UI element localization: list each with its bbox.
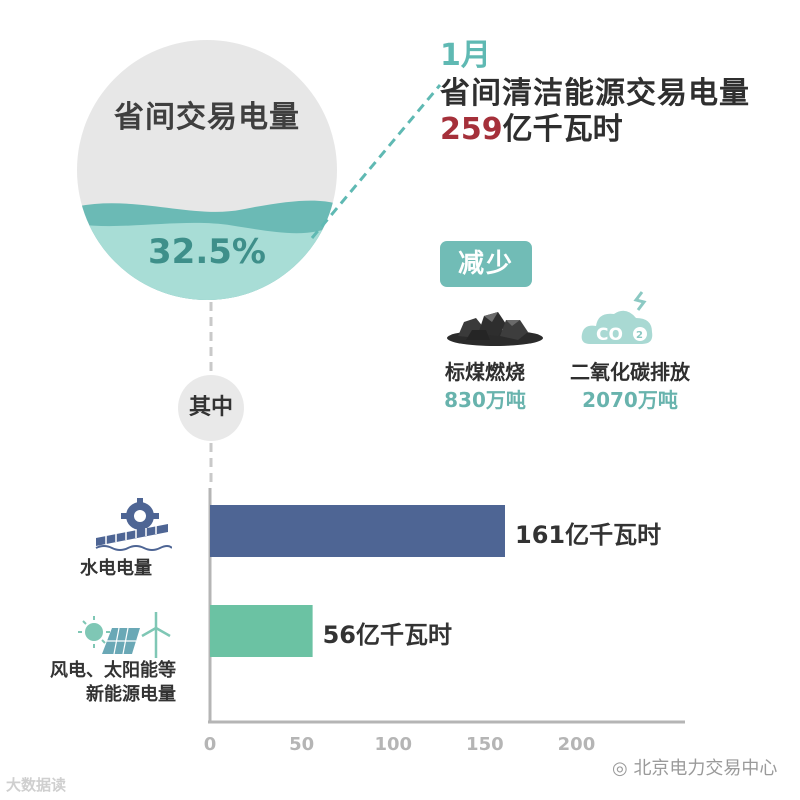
- category-label-new-energy-line1: 风电、太阳能等: [50, 660, 176, 681]
- coal-reduction-value: 830万吨: [444, 388, 526, 412]
- headline-subject: 省间清洁能源交易电量: [440, 76, 750, 111]
- svg-text:CO: CO: [596, 325, 623, 345]
- share-circle: [72, 35, 342, 305]
- x-tick-label: 0: [204, 734, 217, 755]
- headline-total-unit: 亿千瓦时: [502, 112, 623, 147]
- breakdown-label: 其中: [178, 375, 244, 441]
- reduction-badge: 减少: [440, 241, 532, 287]
- watermark-left: 大数据读: [6, 776, 67, 794]
- category-label-new-energy-line2: 新能源电量: [86, 684, 176, 705]
- svg-text:2: 2: [636, 330, 643, 341]
- coal-icon: [447, 312, 543, 346]
- circle-share-percent: 32.5%: [148, 232, 266, 272]
- circle-title: 省间交易电量: [114, 100, 300, 135]
- bar-1: [210, 605, 313, 657]
- watermark-right: ◎ 北京电力交易中心: [612, 754, 777, 780]
- headline-month: 1月: [440, 38, 491, 73]
- x-tick-label: 50: [289, 734, 314, 755]
- x-tick-label: 150: [466, 734, 504, 755]
- x-tick-label: 200: [558, 734, 596, 755]
- coal-reduction-label: 标煤燃烧: [445, 360, 525, 384]
- share-circle-graphic: [77, 40, 337, 300]
- connector-dashed-teal: [310, 84, 442, 239]
- headline-total-value: 259: [440, 112, 503, 147]
- category-label-hydropower: 水电电量: [80, 558, 152, 579]
- wechat-icon: ◎: [612, 758, 634, 779]
- hydropower-icon: [95, 498, 172, 551]
- co2-reduction-label: 二氧化碳排放: [570, 360, 690, 384]
- bar-data-label-hydropower: 161亿千瓦时: [515, 521, 662, 549]
- bar-data-label-new-energy: 56亿千瓦时: [322, 621, 452, 649]
- wind-solar-icon: [78, 612, 171, 658]
- bar-0: [210, 505, 505, 557]
- watermark-right-text: 北京电力交易中心: [633, 758, 778, 779]
- x-tick-label: 100: [374, 734, 412, 755]
- headline-total: 259亿千瓦时: [440, 104, 623, 148]
- co2-cloud-icon: CO 2: [581, 291, 653, 345]
- co2-reduction-value: 2070万吨: [582, 388, 678, 412]
